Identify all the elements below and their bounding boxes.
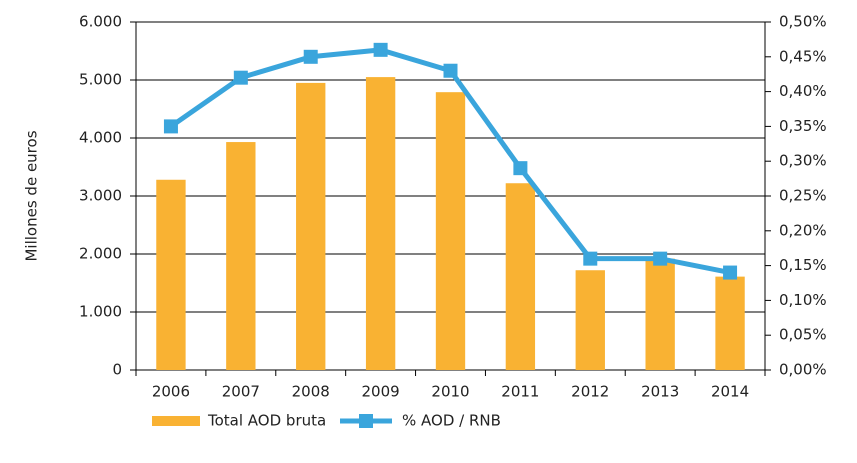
x-tick-label: 2009 [362,383,400,401]
bar [575,270,605,370]
y2-tick-label: 0,05% [779,326,827,344]
bar [505,183,536,370]
y-tick-label: 2.000 [79,245,122,263]
y2-tick-label: 0,30% [779,152,827,170]
y-axis-label: Millones de euros [23,130,41,261]
y2-tick-label: 0,20% [779,221,827,239]
y2-tick-label: 0,00% [779,361,827,379]
y-tick-label: 5.000 [79,71,122,89]
y-tick-label: 1.000 [79,303,122,321]
x-tick-label: 2006 [152,383,190,401]
bar [156,179,186,370]
legend-marker [359,414,373,428]
y2-tick-label: 0,35% [779,117,827,135]
y-tick-label: 3.000 [79,187,122,205]
bar [365,77,396,370]
y2-tick-label: 0,45% [779,47,827,65]
y2-tick-label: 0,50% [779,13,827,31]
x-tick-label: 2012 [571,383,609,401]
line-marker [163,119,178,134]
line-marker [233,70,248,85]
bar [715,276,745,370]
y2-tick-label: 0,10% [779,291,827,309]
bar [296,82,326,371]
line-marker [443,63,458,78]
line-marker [303,49,318,64]
bar [645,258,675,370]
x-tick-label: 2008 [292,383,330,401]
y2-tick-label: 0,40% [779,82,827,100]
line-marker [373,42,388,57]
y-tick-label: 0 [112,361,122,379]
x-tick-label: 2011 [501,383,539,401]
x-tick-label: 2007 [222,383,260,401]
line-marker [723,265,738,280]
line-marker [653,251,668,266]
y2-tick-label: 0,15% [779,256,827,274]
y-tick-label: 4.000 [79,129,122,147]
x-tick-label: 2010 [431,383,469,401]
legend-label: % AOD / RNB [402,412,501,430]
legend-swatch [152,416,200,426]
legend-label: Total AOD bruta [207,412,326,430]
x-tick-label: 2014 [711,383,749,401]
line-marker [583,251,598,266]
bar [435,92,466,371]
y2-tick-label: 0,25% [779,187,827,205]
y-tick-label: 6.000 [79,13,122,31]
bar [226,142,256,370]
line-marker [513,161,528,176]
x-tick-label: 2013 [641,383,679,401]
